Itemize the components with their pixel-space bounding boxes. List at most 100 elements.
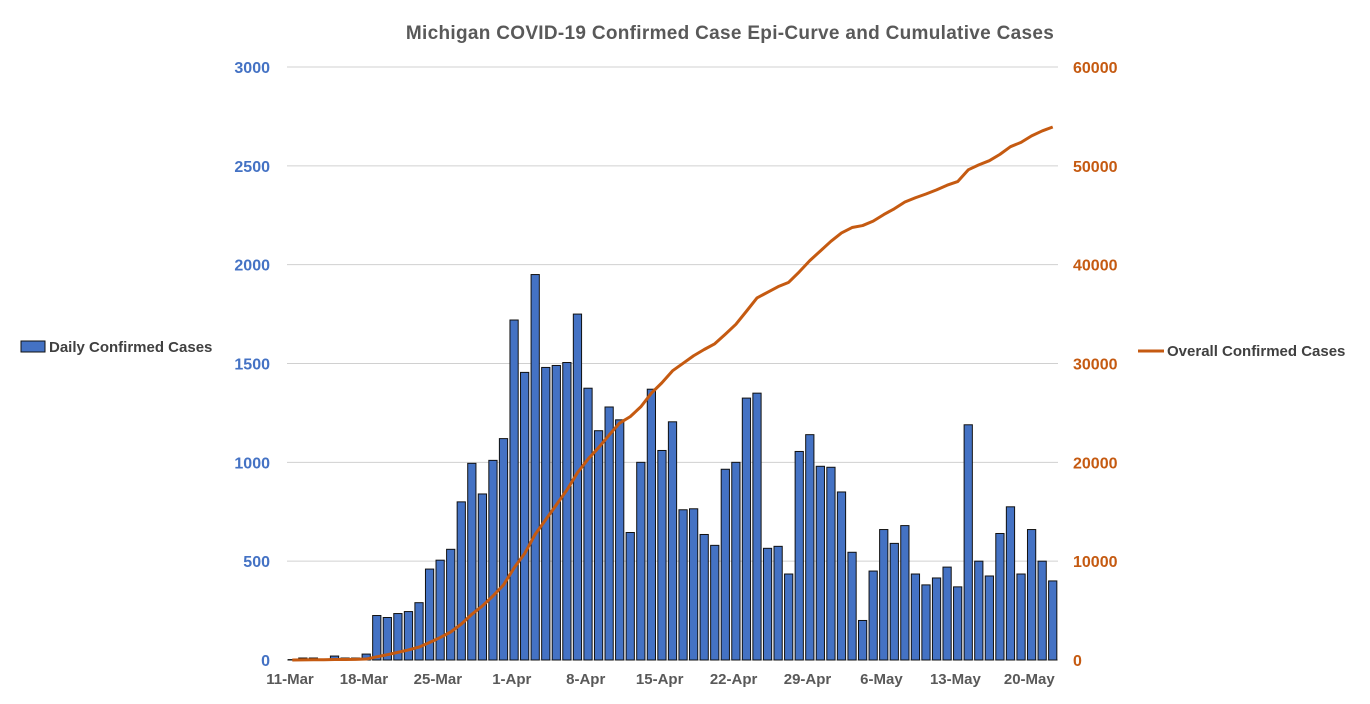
daily-bar xyxy=(520,371,530,661)
left-axis: 0 500 1000 1500 2000 2500 3000 xyxy=(234,60,270,670)
daily-bar xyxy=(921,584,931,661)
legend-overall: Overall Confirmed Cases xyxy=(1138,343,1345,360)
daily-bars xyxy=(287,274,1058,661)
daily-bar xyxy=(393,613,403,661)
x-axis-tick-label: 15-Apr xyxy=(636,671,684,688)
right-axis-tick-label: 50000 xyxy=(1073,159,1118,176)
daily-bar xyxy=(900,525,910,661)
daily-bar xyxy=(562,362,572,661)
daily-bar xyxy=(857,619,868,661)
daily-bar xyxy=(762,547,773,661)
legend-daily: Daily Confirmed Cases xyxy=(20,339,212,356)
daily-bar xyxy=(372,615,382,661)
right-axis: 0 10000 20000 30000 40000 50000 60000 xyxy=(1073,60,1118,670)
daily-bar xyxy=(731,461,741,661)
daily-bar xyxy=(689,508,699,661)
daily-bar xyxy=(657,449,667,661)
daily-bar xyxy=(424,568,435,661)
x-axis-tick-label: 25-Mar xyxy=(414,671,463,688)
daily-bar xyxy=(910,573,921,661)
left-axis-tick-label: 2000 xyxy=(234,258,270,275)
right-axis-tick-label: 20000 xyxy=(1073,455,1118,472)
x-axis-tick-label: 6-May xyxy=(860,671,903,688)
x-axis-tick-label: 18-Mar xyxy=(340,671,389,688)
cumulative-line xyxy=(292,125,1054,662)
daily-bar xyxy=(699,533,709,661)
x-axis-tick-label: 13-May xyxy=(930,671,982,688)
daily-bar xyxy=(953,586,963,661)
cumulative-line-layer xyxy=(292,125,1054,662)
daily-bar xyxy=(667,421,678,661)
daily-bar xyxy=(826,466,836,661)
daily-bar xyxy=(498,438,509,661)
daily-bar xyxy=(752,392,762,661)
daily-bar xyxy=(805,434,815,661)
left-axis-tick-label: 500 xyxy=(243,554,270,571)
daily-bar xyxy=(604,406,614,661)
daily-bar xyxy=(488,459,498,661)
right-axis-tick-label: 30000 xyxy=(1073,357,1118,374)
daily-bar xyxy=(984,575,994,661)
right-axis-tick-label: 60000 xyxy=(1073,60,1118,77)
daily-bar xyxy=(446,548,456,661)
daily-bar xyxy=(1016,573,1026,661)
daily-bar xyxy=(467,462,477,661)
daily-bar xyxy=(868,570,878,661)
daily-bar xyxy=(720,468,730,661)
daily-bar xyxy=(572,313,583,661)
daily-bar xyxy=(456,501,466,661)
left-axis-tick-label: 1500 xyxy=(234,357,270,374)
daily-bar xyxy=(963,424,973,661)
daily-bar xyxy=(879,529,889,661)
daily-bar xyxy=(509,319,519,661)
daily-bar xyxy=(710,544,720,661)
daily-bar xyxy=(1005,506,1016,661)
x-axis-tick-label: 20-May xyxy=(1004,671,1056,688)
daily-bar xyxy=(889,542,899,661)
daily-bar xyxy=(414,602,424,661)
right-axis-tick-label: 0 xyxy=(1073,653,1082,670)
right-axis-tick-label: 10000 xyxy=(1073,554,1118,571)
x-axis: 11-Mar 18-Mar 25-Mar 1-Apr 8-Apr 15-Apr 22-Apr… xyxy=(266,671,1055,688)
left-axis-tick-label: 2500 xyxy=(234,159,270,176)
legend-daily-swatch xyxy=(20,340,46,353)
x-axis-tick-label: 22-Apr xyxy=(710,671,758,688)
left-axis-tick-label: 0 xyxy=(261,653,270,670)
right-axis-tick-label: 40000 xyxy=(1073,258,1118,275)
daily-bar xyxy=(530,274,540,661)
daily-bar xyxy=(551,364,561,661)
x-axis-tick-label: 11-Mar xyxy=(266,671,314,688)
daily-bar xyxy=(678,509,688,661)
daily-bar xyxy=(403,611,414,661)
daily-bar xyxy=(931,577,942,661)
daily-bar xyxy=(942,566,952,661)
x-axis-tick-label: 1-Apr xyxy=(492,671,531,688)
daily-bar xyxy=(625,532,635,661)
daily-bar xyxy=(593,430,604,661)
daily-bar xyxy=(836,491,847,661)
daily-bar xyxy=(847,551,857,661)
legend-daily-label: Daily Confirmed Cases xyxy=(49,339,212,356)
left-axis-tick-label: 3000 xyxy=(234,60,270,77)
chart-title: Michigan COVID-19 Confirmed Case Epi-Cur… xyxy=(406,23,1054,44)
daily-bar xyxy=(382,617,392,661)
daily-bar xyxy=(1037,560,1047,661)
daily-bar xyxy=(815,465,825,661)
daily-bar xyxy=(615,419,625,661)
daily-bar xyxy=(995,532,1005,661)
daily-bar xyxy=(1026,529,1037,661)
daily-bar xyxy=(636,461,646,661)
daily-bar xyxy=(435,559,445,661)
daily-bar xyxy=(784,573,794,661)
x-axis-tick-label: 29-Apr xyxy=(784,671,832,688)
daily-bar xyxy=(741,397,752,661)
legend-overall-label: Overall Confirmed Cases xyxy=(1167,343,1345,360)
daily-bar xyxy=(646,388,657,661)
daily-bar xyxy=(477,493,488,661)
left-axis-tick-label: 1000 xyxy=(234,455,270,472)
daily-bar xyxy=(1048,580,1058,661)
daily-bar xyxy=(773,545,783,661)
daily-bar xyxy=(794,450,804,661)
